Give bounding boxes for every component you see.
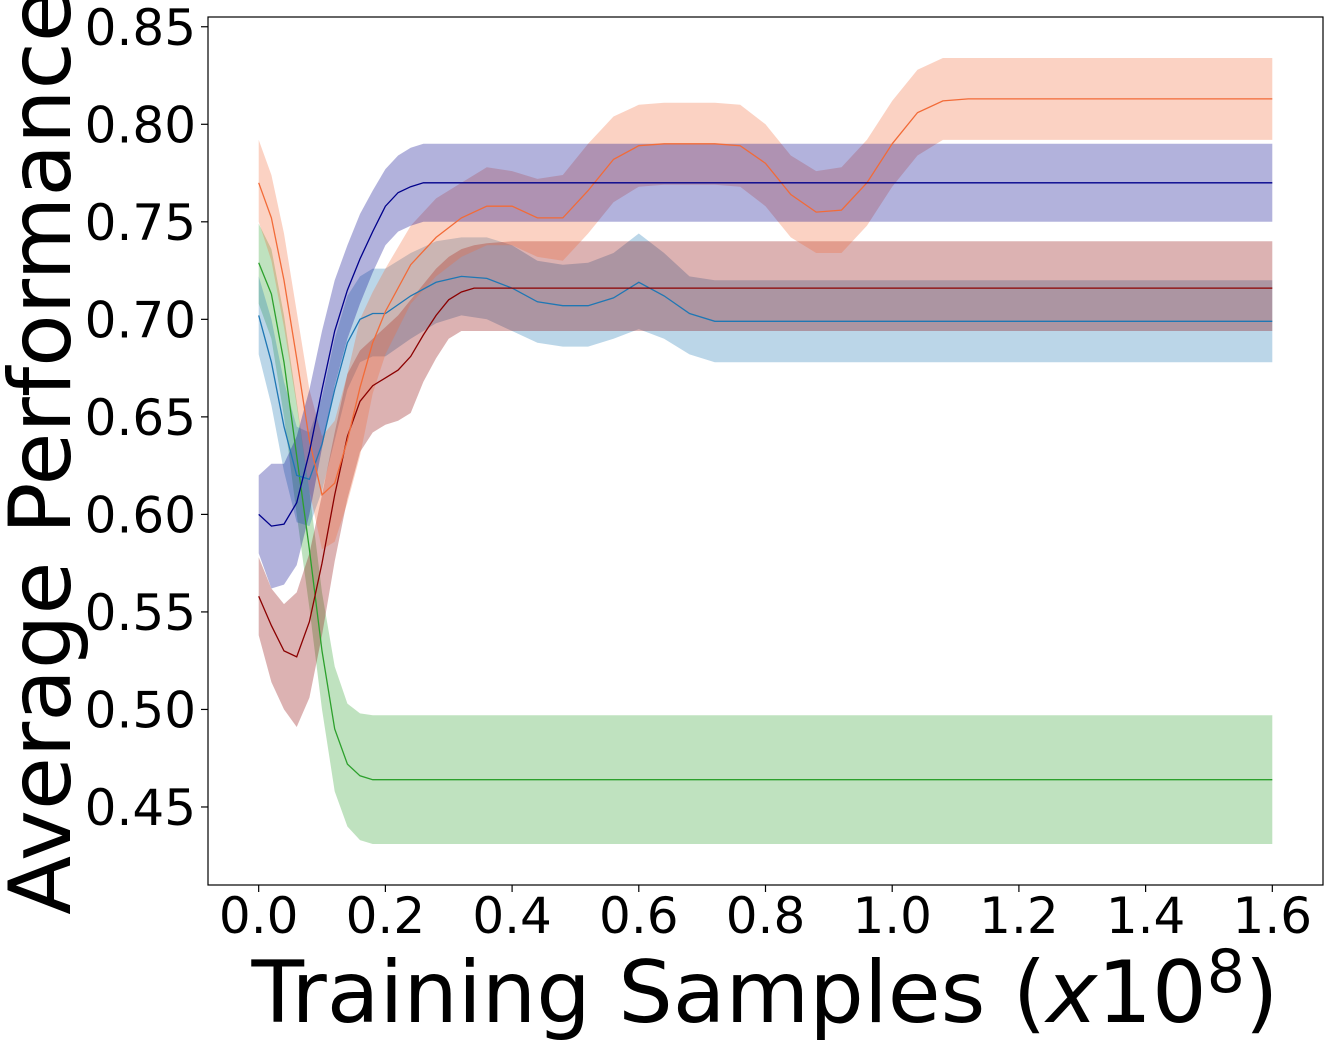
y-tick-label: 0.80 [85, 96, 196, 154]
x-axis-title-close: ) [1245, 943, 1279, 1043]
y-axis-title: Average Performance [0, 0, 91, 915]
series-3-line [258, 287, 1273, 658]
x-axis-title-exponent: 8 [1207, 937, 1245, 1007]
y-tick-label: 0.55 [85, 584, 196, 642]
x-axis-title-variable: x [1043, 943, 1098, 1043]
series-5-line [258, 182, 1273, 527]
x-tick-label: 1.6 [1233, 887, 1313, 945]
y-tick-label: 0.65 [85, 389, 196, 447]
y-tick-label: 0.75 [85, 194, 196, 252]
y-tick-label: 0.45 [85, 779, 196, 837]
x-axis-title-base: 10 [1097, 943, 1206, 1043]
x-tick-label: 0.8 [726, 887, 806, 945]
series-4-line [258, 98, 1273, 497]
x-tick-label: 0.2 [346, 887, 426, 945]
x-tick-label: 0.4 [472, 887, 552, 945]
series-5-band [258, 143, 1273, 589]
x-axis-ticks: 0.0 0.2 0.4 0.6 0.8 1.0 1.2 1.4 1.6 [219, 885, 1312, 945]
x-axis-title-main: Training Samples ( [251, 943, 1047, 1043]
x-tick-label: 0.6 [599, 887, 679, 945]
series-3-band [258, 241, 1273, 728]
series-1-band [258, 223, 1273, 845]
x-tick-label: 1.2 [979, 887, 1059, 945]
y-tick-label: 0.70 [85, 291, 196, 349]
x-axis-title: Training Samples (x108) [251, 937, 1279, 1043]
series-2-band [258, 233, 1273, 527]
y-tick-label: 0.85 [85, 0, 196, 57]
series-2-line [258, 275, 1273, 481]
x-tick-label: 1.4 [1106, 887, 1186, 945]
x-tick-label: 0.0 [219, 887, 299, 945]
series-1-line [258, 262, 1273, 781]
y-axis-ticks: 0.45 0.50 0.55 0.60 0.65 0.70 0.75 0.80 0.85 [85, 0, 208, 837]
series-lines [258, 98, 1273, 781]
confidence-bands [258, 58, 1273, 845]
y-tick-label: 0.50 [85, 681, 196, 739]
series-4-band [258, 58, 1273, 550]
x-tick-label: 1.0 [852, 887, 932, 945]
y-tick-label: 0.60 [85, 486, 196, 544]
